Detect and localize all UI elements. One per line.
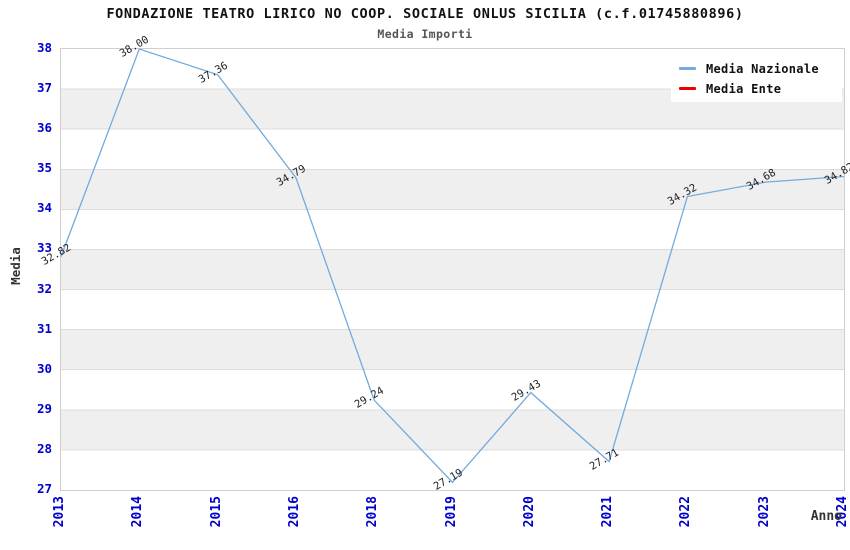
x-tick-label: 2016 (286, 496, 302, 528)
plot-band (61, 169, 844, 210)
plot-band (61, 129, 844, 170)
y-tick-label: 35 (36, 160, 52, 176)
chart-subtitle: Media Importi (377, 27, 473, 41)
plot-band (61, 209, 844, 250)
legend-label: Media Ente (706, 81, 782, 96)
x-tick-label: 2018 (365, 496, 381, 528)
x-tick-label: 2015 (208, 496, 224, 528)
line-plot-svg (60, 48, 845, 490)
y-tick-label: 31 (36, 320, 52, 336)
y-tick-label: 32 (36, 280, 52, 296)
plot-band (61, 249, 844, 290)
y-tick-label: 27 (36, 481, 52, 496)
x-tick-label: 2019 (443, 496, 459, 528)
legend-item: Media Nazionale (679, 62, 842, 76)
y-tick-label: 34 (36, 200, 52, 216)
plot-band (61, 289, 844, 330)
y-tick-label: 37 (36, 80, 52, 96)
y-tick-label: 33 (36, 240, 52, 256)
legend-swatch-icon (679, 87, 696, 90)
x-tick-label: 2013 (52, 496, 67, 528)
plot-band (61, 409, 844, 450)
series-line (60, 48, 845, 484)
x-tick-label: 2014 (130, 496, 146, 528)
x-tick-label: 2022 (678, 496, 694, 528)
legend-label: Media Nazionale (706, 61, 819, 76)
x-axis-title: Anno (810, 509, 842, 524)
y-tick-label: 38 (36, 40, 52, 55)
chart-title: FONDAZIONE TEATRO LIRICO NO COOP. SOCIAL… (106, 6, 744, 22)
y-tick-label: 36 (36, 120, 52, 136)
y-tick-label: 29 (36, 400, 52, 416)
y-tick-label: 30 (36, 360, 52, 376)
legend-item: Media Ente (679, 82, 842, 96)
y-tick-label: 28 (36, 440, 52, 456)
x-tick-label: 2023 (756, 496, 772, 528)
legend-swatch-icon (679, 67, 696, 70)
x-tick-label: 2020 (521, 496, 537, 528)
x-tick-label: 2021 (600, 496, 616, 528)
legend: Media Nazionale Media Ente (671, 55, 842, 102)
plot-area: 32.82 38.00 37.36 34.79 29.24 27.19 29.43 27.71… (40, 34, 850, 494)
plot-band (61, 369, 844, 410)
plot-band (61, 329, 844, 370)
